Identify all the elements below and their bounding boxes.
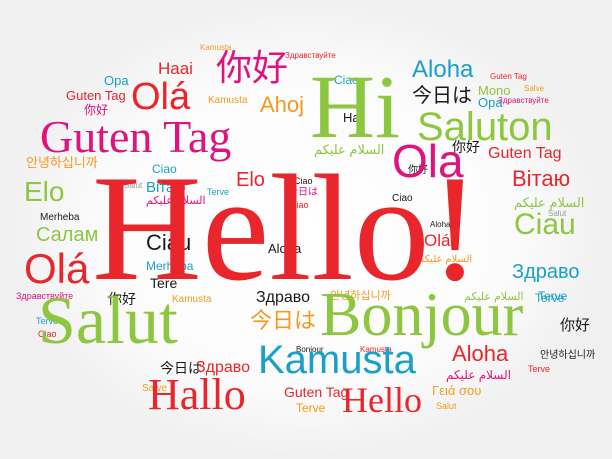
word-aloha: Aloha [412,56,474,83]
word-opa: Opa [478,95,503,110]
word-bonjour: Bonjour [296,345,324,354]
word-zdravo: Здраво [512,261,580,283]
word-ciau: Ciau [514,208,576,241]
word-saluton: Saluton [417,105,553,149]
word-opa: Opa [104,73,129,88]
word-hallo: Hallo [148,370,246,419]
word-salve: Salve [142,383,168,394]
word-haai: Haai [158,59,193,78]
word-salaam: السلام عليكم [418,254,473,265]
word-salut: Salut [38,282,178,358]
word-guten-tag: Guten Tag [490,72,527,81]
word-ahoj: Ahoj [260,92,305,117]
word-annyeong: 안녕하십니까 [26,155,98,170]
word-vitayu: Вітаю [146,179,186,196]
word-merheba: Merheba [146,259,194,273]
word-salaam: السلام عليكم [464,291,524,303]
word-konnichiwa: 今日は [412,85,472,107]
word-aloha: Aloha [430,220,451,229]
word-kamusta: Kamusta [200,43,232,52]
word-konnichiwa: 今日は [160,360,202,376]
word-konnichiwa: 今日は [288,187,318,198]
word-guten-tag: Guten Tag [40,111,232,162]
word-salaam: السلام عليكم [314,142,385,157]
word-ola: Olá [24,245,90,292]
word-kamusta: Kamusta [208,95,248,106]
word-vitayu: Вітаю [512,166,571,191]
word-salaam: السلام عليكم [514,195,585,210]
word-kamusta: Kamusta [360,345,392,354]
word-aloha: Aloha [452,341,509,366]
word-aloha: Aloha [268,241,302,256]
word-zdravstvuyte: Здравствуйте [498,96,549,105]
word-zdravo: Здраво [256,289,311,306]
word-nihao: 你好 [84,103,109,117]
word-salve: Salve [524,84,545,93]
word-elo: Elo [236,169,265,191]
word-hello: Hello [342,380,422,420]
word-hai: Hai [343,110,363,125]
word-ciao: Ciao [152,162,177,176]
word-nihao: 你好 [408,165,428,176]
word-geia-sou: Γειά σου [432,383,482,398]
word-ciao: Ciao [294,176,313,186]
word-hi: Hi [310,58,400,157]
word-terve: Terve [36,316,59,326]
word-elo: Elo [24,176,65,207]
word-guten-tag: Guten Tag [66,88,126,103]
word-ciau: Ciau [146,230,192,255]
word-nihao: 你好 [452,139,480,155]
word-terve: Terve [207,187,230,197]
word-terve: Terve [528,364,551,374]
word-annyeong: 안녕하십니까 [330,290,391,302]
word-terve: Terve [296,401,326,415]
word-kamusta: Kamusta [258,338,416,382]
word-bonjour: Bonjour [320,281,524,349]
word-ola: Ola [392,135,464,187]
word-zdravo: Здраво [196,359,251,376]
word-nihao: 你好 [560,317,591,334]
word-hello-main: Hello! [92,144,481,312]
word-guten-tag: Guten Tag [488,145,562,162]
word-nihao: 你好 [108,291,136,307]
word-ciao: Ciao [38,329,57,339]
word-salut: Salut [436,401,457,411]
word-terve: Terve [538,289,568,303]
word-mono: Mono [478,83,511,98]
word-salaam: السلام عليكم [146,195,206,207]
word-salaam: السلام عليكم [446,368,511,382]
word-ola: Olá [424,231,451,250]
word-ola: Olá [131,76,191,118]
word-guten-tag: Guten Tag [284,384,349,400]
word-salam: Салам [36,224,99,246]
word-kamusta: Kamusta [172,294,212,305]
word-zdravstvuyte: Здравствуйте [285,51,336,60]
word-nihao: 你好 [216,47,289,88]
word-ciao: Ciao [392,193,413,204]
word-konnichiwa: 今日は [250,308,317,333]
word-ciao: Ciao [290,200,309,210]
word-zdravstvuyte: Здравствуйте [16,291,74,301]
word-terve: Terve [535,291,565,305]
word-ciao: Ciao [334,73,359,87]
word-tere: Tere [150,275,178,291]
word-annyeong: 안녕하십니까 [540,350,596,361]
word-salut: Salut [124,181,143,190]
word-salut: Salut [548,209,567,218]
word-merheba: Merheba [40,212,80,223]
